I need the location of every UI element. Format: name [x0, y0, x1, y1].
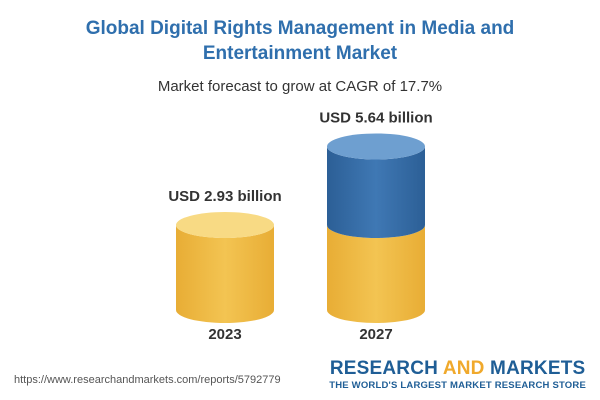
source-url: https://www.researchandmarkets.com/repor…	[14, 374, 281, 386]
bar-top-cap	[327, 133, 425, 160]
category-label: 2023	[208, 326, 241, 343]
chart-subtitle: Market forecast to grow at CAGR of 17.7%	[157, 78, 443, 95]
bar-base-segment	[327, 225, 425, 323]
bar-value-label: USD 2.93 billion	[168, 188, 281, 205]
bar-value-label: USD 5.64 billion	[319, 109, 432, 126]
bar-top-cap	[176, 212, 274, 239]
chart-title: Global Digital Rights Management in Medi…	[85, 18, 515, 64]
bar-base-segment	[176, 225, 274, 323]
brand-name: RESEARCH AND MARKETS	[329, 358, 586, 379]
brand-logo: RESEARCH AND MARKETS THE WORLD'S LARGEST…	[329, 358, 586, 391]
category-label: 2027	[359, 326, 392, 343]
brand-tagline: THE WORLD'S LARGEST MARKET RESEARCH STOR…	[329, 380, 586, 391]
bar-growth-segment	[327, 146, 425, 239]
